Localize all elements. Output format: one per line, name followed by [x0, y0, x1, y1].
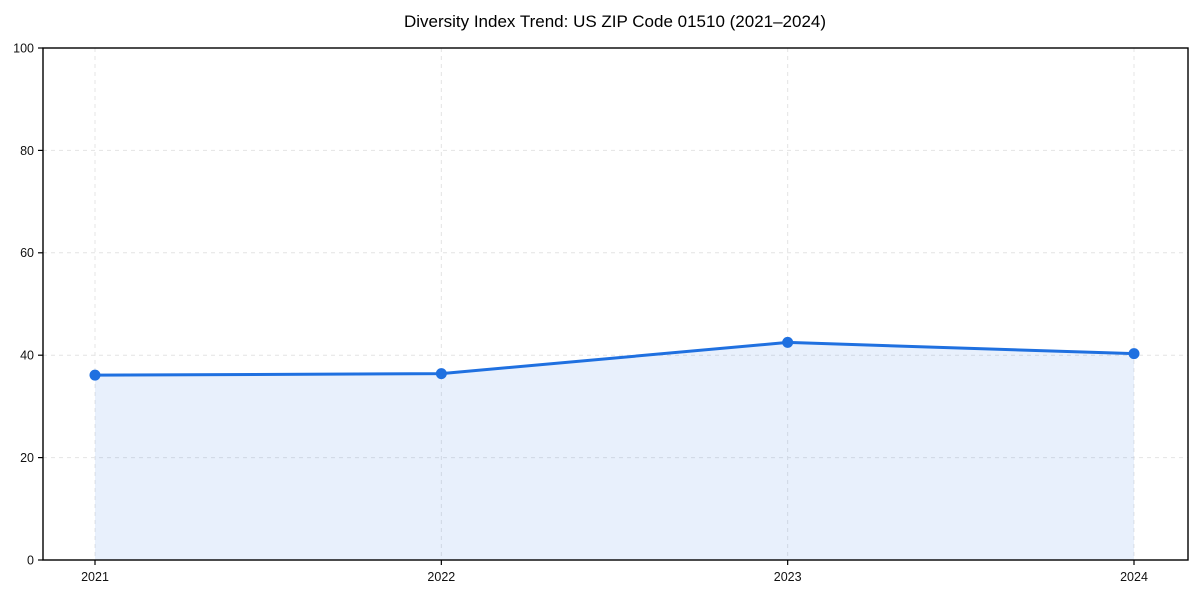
y-tick-label: 60 — [20, 246, 34, 260]
data-point — [1129, 348, 1140, 359]
y-tick-label: 0 — [27, 553, 34, 567]
x-tick-label: 2022 — [427, 570, 455, 584]
y-tick-label: 20 — [20, 451, 34, 465]
x-tick-label: 2024 — [1120, 570, 1148, 584]
y-tick-label: 100 — [13, 41, 34, 55]
chart-figure: Diversity Index Trend: US ZIP Code 01510… — [0, 0, 1200, 600]
data-point — [90, 370, 101, 381]
data-point — [782, 337, 793, 348]
y-tick-label: 40 — [20, 349, 34, 363]
x-tick-label: 2021 — [81, 570, 109, 584]
y-tick-label: 80 — [20, 144, 34, 158]
data-point — [436, 368, 447, 379]
x-tick-label: 2023 — [774, 570, 802, 584]
line-chart-canvas: 0 20 40 60 80 100 2021 2022 2023 2024 — [0, 0, 1200, 600]
